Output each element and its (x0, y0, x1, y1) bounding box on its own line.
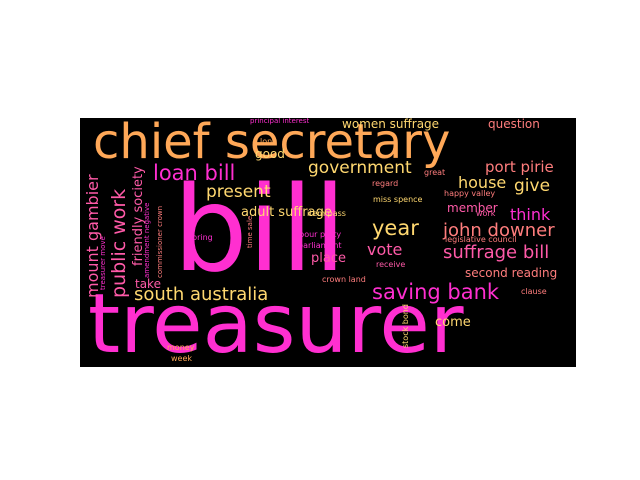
word-treasurer: treasurer (88, 277, 464, 367)
word-south-australia: south australia (134, 284, 269, 305)
word-amendment-negative: amendment negative (143, 202, 151, 278)
word-legislative-council: legislative council (445, 235, 517, 244)
word-commissioner-crown: commissioner crown (156, 205, 164, 278)
word-give: give (514, 176, 551, 196)
word-crown-land: crown land (322, 275, 366, 284)
word-regard: regard (372, 179, 399, 188)
word-work: work (476, 209, 496, 218)
word-take: take (135, 277, 161, 291)
word-public-work: public work (108, 188, 130, 298)
word-adult-suffrage: adult suffrage (241, 205, 332, 220)
word-week: week (171, 354, 193, 363)
word-suffrage-bill: suffrage bill (443, 242, 550, 263)
word-government: government (308, 158, 412, 178)
word-loan-bill: loan bill (153, 161, 236, 185)
word-bring: bring (192, 233, 213, 242)
word-money: money (167, 343, 195, 352)
word-time-sale: time sale (246, 215, 254, 248)
word-think: think (510, 205, 551, 224)
word-port-pirie: port pirie (485, 158, 554, 176)
word-question: question (488, 118, 540, 131)
word-treasurer-move: treasurer move (99, 236, 107, 290)
word-house: house (458, 173, 507, 192)
word-principal-interest: principal interest (250, 118, 310, 125)
word-saving-bank: saving bank (372, 280, 500, 304)
word-cloud: bill treasurer chief secretary loan bill… (80, 118, 576, 367)
word-present: present (206, 182, 271, 202)
word-john-downer: john downer (443, 220, 555, 241)
word-chief-secretary: chief secretary (93, 118, 451, 170)
word-member: member (447, 201, 498, 215)
word-happy-valley: happy valley (444, 189, 496, 198)
word-long: long (260, 137, 278, 146)
word-stock-bond: stock bond (401, 304, 410, 348)
word-women-suffrage: women suffrage (342, 118, 440, 131)
word-miss-spence: miss spence (373, 195, 423, 204)
word-second-reading: second reading (465, 266, 558, 280)
word-come: come (435, 315, 471, 330)
word-item-pass: item pass (307, 209, 346, 218)
word-bill: bill (173, 160, 347, 298)
word-parliament: parliament (298, 241, 342, 250)
word-receive: receive (376, 260, 406, 269)
word-vote: vote (367, 240, 403, 259)
word-clause: clause (521, 287, 547, 296)
word-place: place (311, 251, 346, 266)
word-year: year (372, 216, 419, 240)
word-labour-party: labour party (292, 230, 342, 239)
word-great: great (424, 168, 446, 177)
word-good: good (255, 147, 285, 161)
